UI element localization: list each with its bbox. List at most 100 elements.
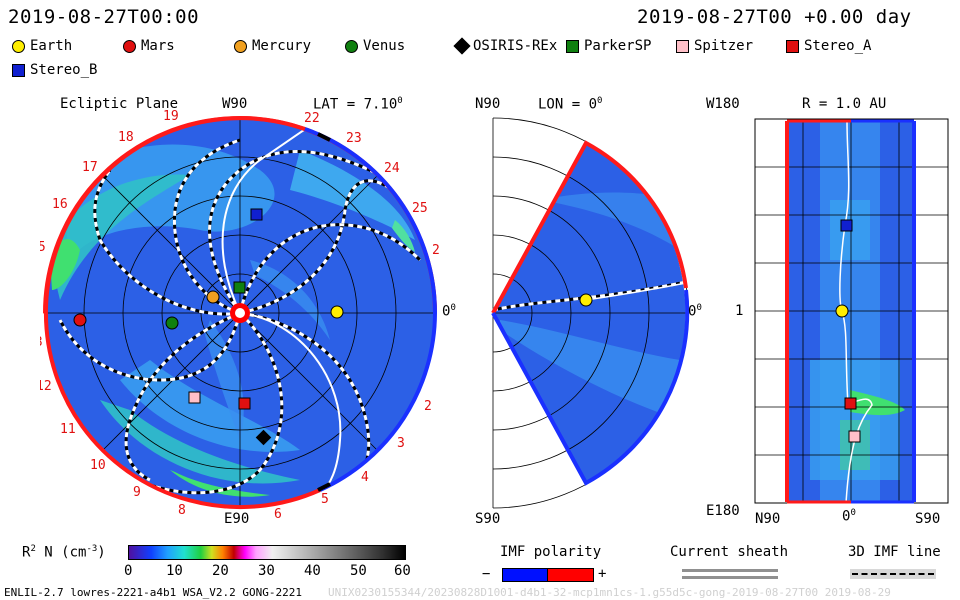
lon-tick: 16 xyxy=(52,197,68,212)
legend-label: Spitzer xyxy=(694,38,754,54)
legend-label: Mars xyxy=(141,38,175,54)
legend-label: Stereo_A xyxy=(804,38,872,54)
ecliptic-plane-plot: 1 2 3 4 5 6 8 9 10 11 12 13 14 15 16 17 … xyxy=(40,110,440,520)
meridional-right-label: 00 xyxy=(688,303,702,320)
lon-tick: 13 xyxy=(40,335,43,350)
map-current-sheath-line xyxy=(839,120,873,504)
legend-item-stereo-b: Stereo_B xyxy=(12,62,97,78)
legend-label: Stereo_B xyxy=(30,62,98,78)
mercury-marker-icon xyxy=(206,290,220,304)
legend-label: Mercury xyxy=(252,38,312,54)
earth-marker-icon xyxy=(330,305,344,319)
mercury-marker-icon xyxy=(234,39,247,53)
lon-tick: 24 xyxy=(384,161,400,176)
meridional-polarity-south xyxy=(491,289,690,486)
legend-item-stereo-a: Stereo_A xyxy=(786,38,871,54)
ecliptic-bottom-label: E90 xyxy=(224,511,250,527)
date-left: 2019-08-27T00:00 xyxy=(8,6,200,28)
legend-label: ParkerSP xyxy=(584,38,652,54)
legend-item-osiris-rex: OSIRIS-REx xyxy=(453,37,558,55)
colorbar-tick: 0 xyxy=(124,563,133,579)
legend-label: Venus xyxy=(363,38,406,54)
mars-marker-icon xyxy=(73,313,87,327)
colorbar-tick: 60 xyxy=(394,563,411,579)
spitzer-marker-icon xyxy=(848,430,861,443)
lon-tick: 5 xyxy=(321,492,329,507)
stereo-b-marker-icon xyxy=(250,208,263,221)
stereo-a-marker-icon xyxy=(786,39,799,53)
spitzer-marker-icon xyxy=(676,39,689,53)
meridional-title: LON = 00 xyxy=(538,96,603,113)
legend-label: OSIRIS-REx xyxy=(473,38,558,54)
earth-marker-icon xyxy=(12,39,25,53)
legend-item-spitzer: Spitzer xyxy=(676,38,753,54)
lon-tick: 22 xyxy=(304,111,320,126)
ecliptic-top-label: W90 xyxy=(222,96,248,112)
lon-tick: 21 xyxy=(257,110,273,114)
lon-tick: 26 xyxy=(432,243,440,258)
current-sheath-swatch xyxy=(682,569,778,572)
map-x-mid-label: 00 xyxy=(842,508,856,525)
colorbar-label: R2 N (cm-3) xyxy=(22,544,106,561)
stereo-b-marker-icon xyxy=(12,63,25,77)
mars-marker-icon xyxy=(123,39,136,53)
imf-line-title: 3D IMF line xyxy=(848,544,941,560)
lon-tick: 15 xyxy=(40,240,46,255)
meridional-plane-plot xyxy=(491,117,690,509)
ecliptic-lat-label: LAT = 7.100 xyxy=(313,96,403,113)
lon-tick: 12 xyxy=(40,379,52,394)
lon-tick: 6 xyxy=(274,507,282,520)
lon-tick: 20 xyxy=(208,110,224,114)
date-right: 2019-08-27T00 +0.00 day xyxy=(637,6,912,28)
lon-tick: 2 xyxy=(424,399,432,414)
legend-item-venus: Venus xyxy=(345,38,405,54)
map-title: R = 1.0 AU xyxy=(802,96,887,112)
lon-tick: 17 xyxy=(82,160,98,175)
legend-item-earth: Earth xyxy=(12,38,72,54)
legend-item-mercury: Mercury xyxy=(234,38,311,54)
colorbar-tick: 50 xyxy=(350,563,367,579)
imf-line-swatch xyxy=(852,573,934,575)
ecliptic-right-label: 00 xyxy=(442,303,456,320)
colorbar-tick: 30 xyxy=(258,563,275,579)
lon-tick: 23 xyxy=(346,131,362,146)
earth-marker-icon xyxy=(579,293,593,307)
lon-tick: 18 xyxy=(118,130,134,145)
venus-marker-icon xyxy=(165,316,179,330)
map-y-top-label: W180 xyxy=(706,96,740,112)
ecliptic-title: Ecliptic Plane xyxy=(60,96,179,112)
imf-negative-swatch xyxy=(502,568,549,582)
lon-tick: 19 xyxy=(163,110,179,124)
colorbar-tick: 10 xyxy=(166,563,183,579)
colorbar-tick: 20 xyxy=(212,563,229,579)
stereo-a-marker-icon xyxy=(238,397,251,410)
parkersp-marker-icon xyxy=(233,281,246,294)
map-x-right-label: S90 xyxy=(915,511,941,527)
stereo-b-marker-icon xyxy=(840,219,853,232)
imf-plus-label: + xyxy=(598,566,607,582)
imf-minus-label: − xyxy=(482,566,491,582)
lon-tick: 3 xyxy=(397,436,405,451)
current-sheath-title: Current sheath xyxy=(670,544,789,560)
current-sheath-swatch xyxy=(682,576,778,579)
parkersp-marker-icon xyxy=(566,39,579,53)
earth-marker-icon xyxy=(835,304,849,318)
lon-tick: 11 xyxy=(60,422,76,437)
density-colorbar xyxy=(128,545,406,560)
latlon-map-plot xyxy=(754,118,949,504)
osiris-rex-marker-icon xyxy=(453,37,471,55)
lon-tick: 8 xyxy=(178,503,186,518)
map-y-bottom-label: E180 xyxy=(706,503,740,519)
meridional-polarity-north xyxy=(491,140,688,314)
longitude-tick-labels: 1 2 3 4 5 6 8 9 10 11 12 13 14 15 16 17 … xyxy=(40,110,440,520)
stereo-a-marker-icon xyxy=(844,397,857,410)
venus-marker-icon xyxy=(345,39,358,53)
imf-positive-swatch xyxy=(547,568,594,582)
legend-label: Earth xyxy=(30,38,73,54)
meridional-grid xyxy=(492,117,689,509)
lon-tick: 10 xyxy=(90,458,106,473)
meridional-top-label: N90 xyxy=(475,96,501,112)
colorbar-tick: 40 xyxy=(304,563,321,579)
map-y-mid-label: 1 xyxy=(735,303,744,319)
lon-tick: 9 xyxy=(133,485,141,500)
